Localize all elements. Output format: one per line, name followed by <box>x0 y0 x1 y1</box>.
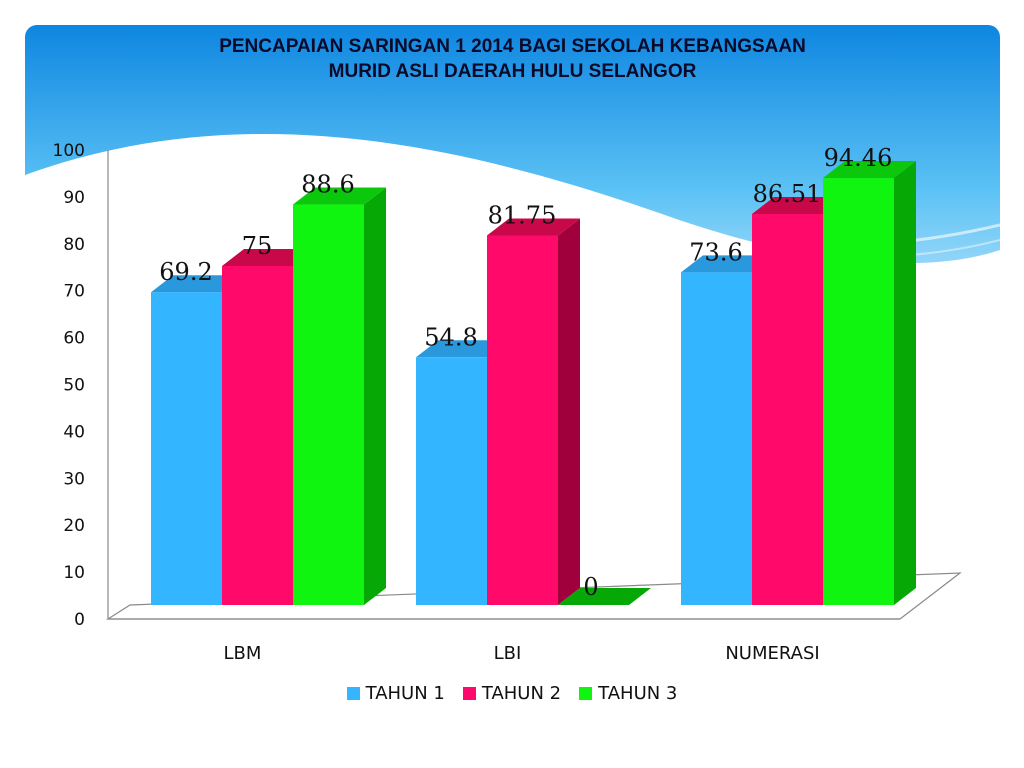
data-label: 94.46 <box>824 144 893 172</box>
bar-top <box>416 340 509 358</box>
bar-top <box>752 196 845 214</box>
bar-numerasi-tahun-3 <box>823 161 916 605</box>
bar-front <box>293 204 364 605</box>
chart-title-line-2: MURID ASLI DAERAH HULU SELANGOR <box>328 61 697 82</box>
legend-swatch-tahun-2 <box>462 687 476 700</box>
legend: TAHUN 1 TAHUN 2 TAHUN 3 <box>0 683 1024 704</box>
y-tick-label: 40 <box>63 422 85 442</box>
bar-side <box>894 161 916 605</box>
y-tick-label: 70 <box>63 282 85 302</box>
bar-top <box>487 218 580 236</box>
data-label: 0 <box>583 573 598 601</box>
bar-side <box>558 218 580 606</box>
legend-swatch-tahun-3 <box>579 687 593 700</box>
data-label: 88.6 <box>301 171 354 199</box>
bar-lbi-tahun-2 <box>487 218 580 606</box>
category-axis: LBM LBI NUMERASI <box>224 643 820 664</box>
data-label: 75 <box>242 232 273 260</box>
y-tick-label: 30 <box>63 469 85 489</box>
category-label: NUMERASI <box>725 643 819 664</box>
data-label: 81.75 <box>488 201 557 229</box>
bars-group <box>151 161 916 606</box>
data-label: 86.51 <box>753 180 822 208</box>
chart-title-line-1: PENCAPAIAN SARINGAN 1 2014 BAGI SEKOLAH … <box>219 36 806 57</box>
bar-front <box>487 235 558 606</box>
bar-lbm-tahun-3 <box>293 187 386 605</box>
chart-title: PENCAPAIAN SARINGAN 1 2014 BAGI SEKOLAH … <box>40 34 985 84</box>
bar-front <box>222 266 293 605</box>
bar-front <box>416 357 487 605</box>
legend-item-tahun-2: TAHUN 2 <box>462 683 562 704</box>
bar-top <box>681 255 774 273</box>
bar-top <box>558 588 651 605</box>
legend-label-tahun-3: TAHUN 3 <box>598 683 678 704</box>
y-tick-label: 100 <box>53 141 85 161</box>
y-tick-label: 20 <box>63 516 85 536</box>
y-tick-label: 60 <box>63 329 85 349</box>
bar-side <box>364 187 386 605</box>
category-label: LBM <box>224 643 262 664</box>
bar-front <box>752 213 823 605</box>
data-label: 73.6 <box>689 238 742 266</box>
y-tick-label: 0 <box>74 610 85 630</box>
y-tick-label: 50 <box>63 376 85 396</box>
legend-swatch-tahun-1 <box>346 687 360 700</box>
bar-front <box>681 272 752 605</box>
legend-item-tahun-1: TAHUN 1 <box>346 683 445 704</box>
category-label: LBI <box>494 643 522 664</box>
y-tick-label: 90 <box>63 188 85 208</box>
bar-front <box>151 292 222 605</box>
y-tick-label: 10 <box>63 563 85 583</box>
legend-item-tahun-3: TAHUN 3 <box>579 683 677 704</box>
legend-label-tahun-1: TAHUN 1 <box>365 683 445 704</box>
bar-top <box>293 187 386 205</box>
data-label: 54.8 <box>424 323 477 351</box>
bar-top <box>222 249 315 266</box>
bar-top <box>823 161 916 179</box>
bar-front <box>823 178 894 605</box>
value-axis: 0 10 20 30 40 50 60 70 80 90 100 <box>53 141 109 630</box>
y-tick-label: 80 <box>63 235 85 255</box>
bar-lbi-tahun-3 <box>558 588 651 605</box>
legend-label-tahun-2: TAHUN 2 <box>481 683 562 704</box>
data-label: 69.2 <box>159 258 212 286</box>
bar-top <box>151 275 244 293</box>
